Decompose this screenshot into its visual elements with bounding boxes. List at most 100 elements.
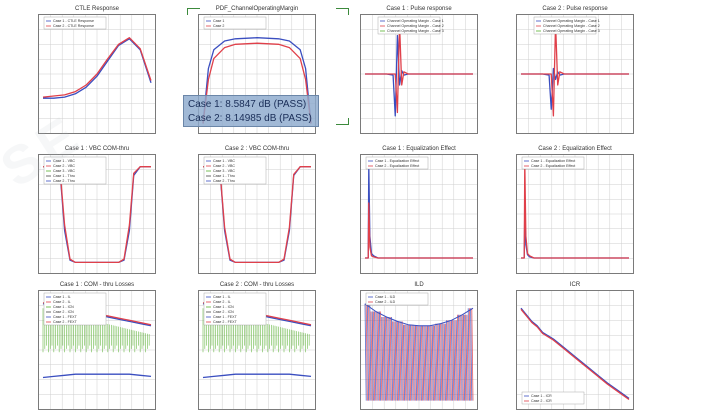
gridlines-vbc2 xyxy=(199,155,315,273)
legend-entry: Case 2 - Thru xyxy=(213,179,235,183)
series-line-ild-0 xyxy=(364,303,474,327)
ild-trace xyxy=(466,314,469,401)
plot-area-loss1: Case 1 - IL Case 2 - IL Case 1 - ICN Case 2… xyxy=(38,290,156,410)
ild-trace xyxy=(395,321,398,401)
ild-trace xyxy=(469,308,471,401)
chart-title-ctle: CTLE Response xyxy=(74,6,120,12)
legend-entry: Case 2 - Equalization Effect xyxy=(375,164,419,168)
chart-title-eq2: Case 2 : Equalization Effect xyxy=(538,146,612,152)
ild-trace xyxy=(425,325,428,401)
legend-entry: Case 2 - VBC xyxy=(213,164,235,168)
ild-trace xyxy=(400,321,403,401)
legend-box xyxy=(43,292,107,326)
ild-trace xyxy=(429,325,432,401)
ild-trace xyxy=(416,325,419,401)
ild-trace xyxy=(418,325,421,401)
ild-trace xyxy=(423,325,426,401)
ild-trace xyxy=(447,320,450,401)
ild-trace xyxy=(470,308,473,401)
ild-trace xyxy=(455,320,458,401)
legend-entry: Channel Operating Margin - Case 2 xyxy=(387,24,444,28)
plot-area-eq1: Case 1 - Equalization Effect Case 2 - Equ… xyxy=(360,154,478,274)
ild-trace xyxy=(389,316,392,401)
legend-entry: Channel Operating Margin - Case 1 xyxy=(387,19,444,23)
series-line-margin-1 xyxy=(202,42,312,124)
ild-trace xyxy=(404,324,407,401)
ild-trace xyxy=(424,325,427,401)
legend-entry: Case 2 - IL xyxy=(213,300,231,304)
ild-trace xyxy=(367,303,369,401)
ild-trace xyxy=(464,314,467,401)
ild-trace xyxy=(409,324,411,401)
ild-trace xyxy=(448,320,451,401)
ild-trace xyxy=(391,316,393,401)
legend-entry: Case 2 - Thru xyxy=(53,179,75,183)
legend-entry: Case 1 - ICN xyxy=(53,305,74,309)
legend-entry: Case 2 - CTLE Response xyxy=(53,24,94,28)
ild-trace xyxy=(442,323,445,401)
gridlines-eq1 xyxy=(361,155,477,273)
ild-trace xyxy=(399,321,402,401)
legend-box xyxy=(521,156,585,170)
ild-trace xyxy=(392,321,395,401)
ild-trace xyxy=(377,311,380,401)
legend-entry: Case 1 - IL xyxy=(213,295,231,299)
legend-entry: Case 2 - FEXT xyxy=(213,320,238,324)
legend-entry: Case 2 - ICR xyxy=(531,399,552,403)
ild-trace xyxy=(403,324,405,401)
legend-entry: Case 2 - VBC xyxy=(53,164,75,168)
plot-area-ild: Case 1 - ILD Case 2 - ILD xyxy=(360,290,478,410)
legend-box xyxy=(203,292,267,326)
ild-trace xyxy=(368,303,371,401)
ild-trace xyxy=(388,316,391,401)
legend-entry: Case 1 - VBC xyxy=(213,159,235,163)
ild-trace xyxy=(436,323,439,401)
case1-result: Case 1: 8.5847 dB (PASS) xyxy=(188,99,307,110)
chart-title-eq1: Case 1 : Equalization Effect xyxy=(382,146,456,152)
gridlines-icr xyxy=(517,291,633,409)
ild-trace xyxy=(440,323,443,401)
ild-trace xyxy=(394,321,397,401)
plot-area-ctle: Case 1 - CTLE Response Case 2 - CTLE Resp… xyxy=(38,14,156,134)
ild-trace xyxy=(460,314,463,401)
legend-entry: Case 2 - ICN xyxy=(53,310,74,314)
ild-trace xyxy=(387,316,390,401)
legend-entry: Case 3 - VBC xyxy=(53,169,75,173)
legend-entry: Channel Operating Margin - Case 3 xyxy=(387,29,444,33)
legend-entry: Case 1 - FEXT xyxy=(53,315,78,319)
chart-svg-pulse2: Channel Operating Margin - Case 1Channel… xyxy=(517,15,633,133)
series-line-icr-1 xyxy=(520,308,630,401)
ild-trace xyxy=(415,325,417,401)
legend-entry: Channel Operating Margin - Case 1 xyxy=(543,19,600,23)
ild-trace xyxy=(381,316,384,401)
highlight-bracket-top-right xyxy=(336,8,349,15)
chart-title-margin: PDF_ChannelOperatingMargin xyxy=(215,6,299,12)
ild-trace xyxy=(428,325,431,401)
plot-area-pulse2: Channel Operating Margin - Case 1 Channel… xyxy=(516,14,634,134)
ild-trace xyxy=(406,324,409,401)
legend-box xyxy=(43,16,107,30)
ild-trace xyxy=(365,303,368,401)
legend-entry: Case 1 - Equalization Effect xyxy=(375,159,419,163)
legend-entry: Case 1 - VBC xyxy=(53,159,75,163)
series-line-eq2-1 xyxy=(521,161,629,259)
legend-entry: Case 2 - FEXT xyxy=(53,320,78,324)
chart-title-pulse2: Case 2 : Pulse response xyxy=(542,6,608,12)
ild-trace xyxy=(370,311,373,401)
ild-trace xyxy=(431,325,434,401)
series-line-ctle-0 xyxy=(43,38,152,99)
legend-entry: Case 1 - FEXT xyxy=(213,315,238,319)
ild-trace xyxy=(421,325,423,401)
ild-trace xyxy=(471,308,474,401)
plot-area-vbc1: Case 1 - VBC Case 2 - VBC Case 3 - VBC Case… xyxy=(38,154,156,274)
ild-trace xyxy=(383,316,386,401)
legend-entry: Case 1 xyxy=(213,19,224,23)
chart-panel-loss1: Case 1 : COM - thru Losses Case 1 - IL Cas… xyxy=(38,282,156,410)
ild-trace xyxy=(452,320,455,401)
